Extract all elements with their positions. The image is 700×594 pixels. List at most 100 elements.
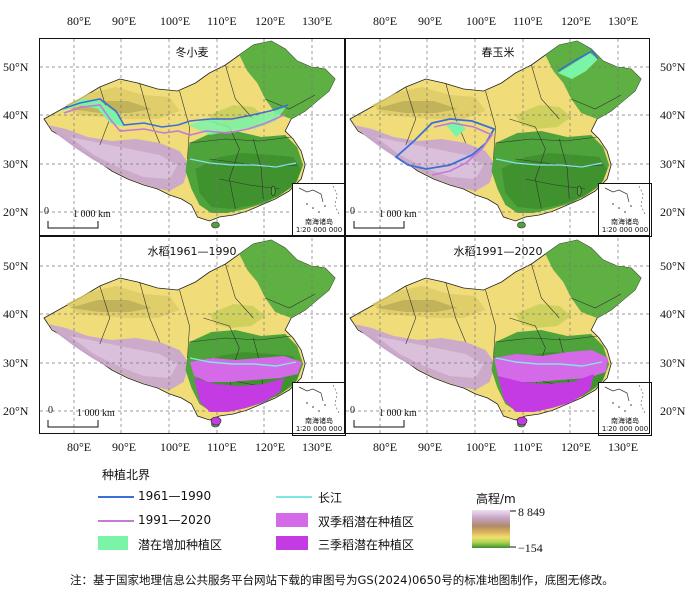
- map-grid-divider-horizontal: [39, 235, 650, 237]
- lon-tick-110: 110°E: [513, 440, 543, 454]
- lon-tick-100: 100°E: [160, 14, 191, 28]
- south-china-sea-inset: 南海诸岛 1∶20 000 000: [598, 382, 652, 436]
- lat-tick-20: 20°N: [660, 205, 686, 219]
- scale-bar-zero: 0: [48, 405, 53, 416]
- lat-tick-30: 30°N: [3, 157, 29, 171]
- lon-tick-80: 80°E: [373, 440, 398, 454]
- elevation-title: 高程/m: [476, 492, 516, 506]
- hainan-triple-rice: [516, 416, 528, 426]
- boundary-1991-2020: [63, 104, 285, 136]
- scale-bar: [353, 221, 405, 229]
- yangtze-river: [189, 357, 297, 367]
- lat-tick-40: 40°N: [660, 108, 686, 122]
- legend-label: 长江: [318, 491, 343, 505]
- yangtze-river: [495, 357, 603, 367]
- inset-scale: 1∶20 000 000: [295, 425, 343, 433]
- boundary-1961-1990: [557, 49, 599, 72]
- legend-swatch-line: [98, 496, 134, 498]
- legend-swatch-fill: [276, 536, 308, 550]
- scale-bar: [47, 420, 99, 428]
- legend-swatch-line: [98, 520, 134, 522]
- legend: 种植北界 1961—1990 1991—2020 潜在增加种植区 长江 双季稻潜…: [0, 460, 700, 570]
- scale-bar-distance: 1 000 km: [379, 408, 417, 419]
- elevation-min: −154: [518, 541, 543, 555]
- legend-label: 潜在增加种植区: [138, 538, 223, 552]
- map-panel-spring-maize: 春玉米 0 1 000 km 南海诸岛 1∶20 000 000: [346, 39, 652, 237]
- lon-tick-90: 90°E: [418, 14, 443, 28]
- lat-tick-40: 40°N: [660, 307, 686, 321]
- scale-bar-distance: 1 000 km: [379, 209, 417, 220]
- lon-tick-120: 120°E: [255, 440, 286, 454]
- south-china-sea-inset: 南海诸岛 1∶20 000 000: [598, 183, 652, 237]
- lat-tick-40: 40°N: [3, 307, 29, 321]
- inset-name: 南海诸岛: [611, 417, 639, 425]
- lon-tick-120: 120°E: [255, 14, 286, 28]
- lon-tick-100: 100°E: [466, 14, 497, 28]
- lon-tick-80: 80°E: [67, 14, 92, 28]
- south-china-sea-inset: 南海诸岛 1∶20 000 000: [292, 382, 346, 436]
- lat-tick-50: 50°N: [3, 60, 29, 74]
- lon-tick-100: 100°E: [466, 440, 497, 454]
- figure-note: 注：基于国家地理信息公共服务平台网站下载的审图号为GS(2024)0650号的标…: [70, 573, 614, 587]
- map-figure: 80°E 90°E 100°E 110°E 120°E 130°E 80°E 9…: [3, 14, 686, 454]
- inset-scale: 1∶20 000 000: [295, 226, 343, 234]
- lon-tick-130: 130°E: [302, 14, 333, 28]
- inset-scale: 1∶20 000 000: [601, 425, 649, 433]
- inset-name: 南海诸岛: [611, 218, 639, 226]
- lon-tick-110: 110°E: [207, 440, 237, 454]
- panel-title: 冬小麦: [175, 46, 209, 59]
- elevation-colorbar: [472, 510, 510, 548]
- map-panel-rice-1961-1990: 水稻1961—1990 0 1 000 km 南海诸岛 1∶20 000 000: [40, 238, 346, 436]
- lat-tick-50: 50°N: [660, 60, 686, 74]
- inset-name: 南海诸岛: [305, 218, 333, 226]
- lon-tick-110: 110°E: [207, 14, 237, 28]
- panel-title: 春玉米: [481, 46, 515, 59]
- triple-rice-zone: [498, 374, 594, 412]
- lon-tick-110: 110°E: [513, 14, 543, 28]
- lat-tick-20: 20°N: [3, 404, 29, 418]
- lon-tick-80: 80°E: [67, 440, 92, 454]
- legend-swatch-line: [276, 496, 312, 498]
- boundary-1961-1990: [61, 98, 289, 128]
- lon-tick-130: 130°E: [608, 440, 639, 454]
- lon-tick-120: 120°E: [561, 14, 592, 28]
- lon-tick-90: 90°E: [418, 440, 443, 454]
- inset-islands: [298, 185, 340, 215]
- scale-bar-zero: 0: [350, 206, 355, 217]
- lat-tick-30: 30°N: [660, 356, 686, 370]
- double-rice-zone: [494, 350, 608, 382]
- lon-tick-90: 90°E: [112, 440, 137, 454]
- hainan-triple-rice: [210, 416, 222, 426]
- scale-bar: [47, 221, 99, 229]
- lat-tick-40: 40°N: [3, 108, 29, 122]
- panel-title: 水稻1991—2020: [453, 245, 543, 258]
- yangtze-river: [189, 158, 297, 168]
- scale-bar-distance: 1 000 km: [73, 209, 111, 220]
- yangtze-river: [495, 158, 603, 168]
- lat-tick-50: 50°N: [3, 259, 29, 273]
- legend-group-title: 种植北界: [102, 468, 151, 482]
- lat-tick-30: 30°N: [660, 157, 686, 171]
- inset-scale: 1∶20 000 000: [601, 226, 649, 234]
- china-basemap: [346, 238, 651, 434]
- scale-bar-zero: 0: [350, 405, 355, 416]
- legend-label: 1991—2020: [138, 513, 212, 527]
- potential-increase-zone: [62, 99, 124, 127]
- legend-swatch-fill: [276, 513, 308, 527]
- legend-label: 1961—1990: [138, 489, 212, 503]
- lat-tick-20: 20°N: [660, 404, 686, 418]
- legend-swatch-fill: [98, 536, 128, 550]
- scale-bar: [353, 420, 405, 428]
- south-china-sea-inset: 南海诸岛 1∶20 000 000: [292, 183, 346, 237]
- lat-tick-20: 20°N: [3, 205, 29, 219]
- lon-tick-130: 130°E: [302, 440, 333, 454]
- scale-bar-distance: 1 000 km: [77, 408, 115, 419]
- map-panel-rice-1991-2020: 水稻1991—2020 0 1 000 km 南海诸岛 1∶20 000 000: [346, 238, 652, 436]
- elevation-max: 8 849: [518, 505, 545, 519]
- lon-tick-100: 100°E: [160, 440, 191, 454]
- inset-islands: [298, 384, 340, 414]
- boundary-1961-1990: [394, 118, 496, 170]
- scale-bar-zero: 0: [44, 206, 49, 217]
- lat-tick-30: 30°N: [3, 356, 29, 370]
- legend-label: 三季稻潜在种植区: [318, 538, 415, 552]
